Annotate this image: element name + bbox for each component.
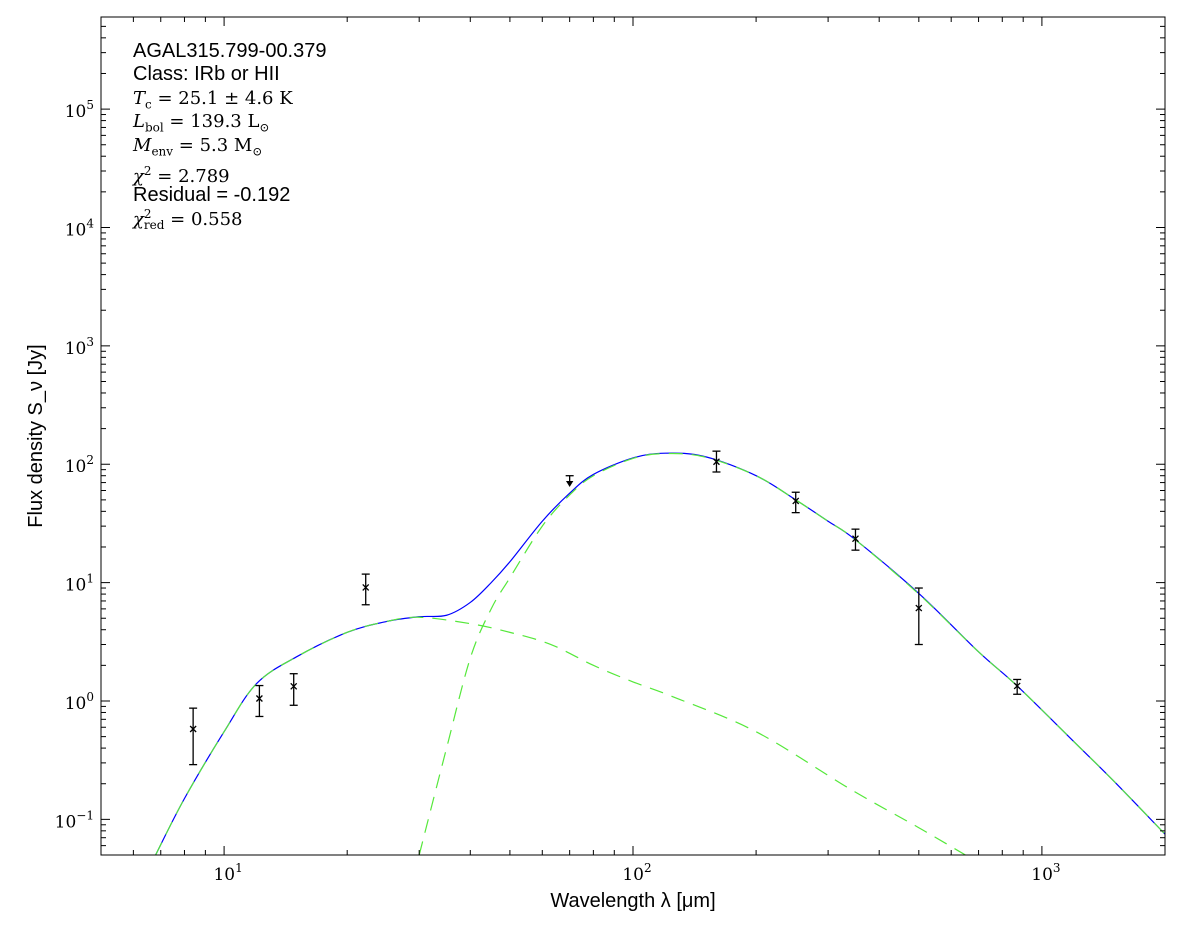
data-point-8 — [1013, 678, 1022, 695]
y-tick-label: 101 — [65, 572, 94, 596]
data-point-6 — [851, 528, 860, 551]
annotation-residual: Residual = -0.192 — [133, 184, 291, 206]
data-point-2 — [289, 673, 298, 706]
annotation-class: Class: IRb or HII — [133, 63, 280, 85]
x-tick-label: 101 — [213, 861, 242, 885]
x-marker — [713, 458, 720, 466]
y-tick-label: 105 — [65, 98, 94, 122]
x-marker — [792, 497, 800, 505]
upper-limit-0 — [565, 475, 574, 487]
y-tick-label: 104 — [65, 216, 95, 240]
data-point-4 — [712, 450, 721, 473]
annotation-chi2: χ2 = 2.789 — [133, 164, 230, 187]
ticks — [100, 16, 1166, 856]
data-point-1 — [255, 684, 264, 718]
annotation-chi2red: χ 2 red = 0.558 — [133, 207, 243, 232]
y-tick-label: 10−1 — [55, 808, 94, 832]
x-marker — [852, 535, 859, 543]
x-axis-label: Wavelength λ [μm] — [550, 890, 715, 912]
annotation-tc: Tc = 25.1 ± 4.6 K — [133, 88, 293, 112]
x-marker — [255, 695, 263, 702]
y-tick-label: 100 — [65, 690, 94, 714]
y-axis-label: Flux density S_ν [Jy] — [25, 344, 47, 527]
x-marker — [915, 604, 923, 612]
data-point-0 — [189, 707, 198, 766]
data-point-5 — [791, 491, 800, 514]
model-component-2 — [155, 616, 966, 855]
data-point-3 — [361, 573, 370, 606]
x-marker — [1013, 682, 1021, 690]
x-marker — [290, 682, 298, 690]
y-tick-label: 102 — [65, 453, 94, 477]
x-marker — [189, 725, 197, 733]
x-marker — [362, 584, 370, 591]
annotation-lbol: Lbol = 139.3 L⊙ — [133, 111, 270, 135]
annotation-menv: Menv = 5.3 M⊙ — [133, 135, 263, 159]
model-total-curve — [155, 452, 1165, 855]
arrow-head — [565, 481, 574, 487]
x-tick-label: 102 — [622, 861, 651, 885]
x-tick-label: 103 — [1031, 861, 1060, 885]
annotation-source: AGAL315.799-00.379 — [133, 40, 327, 62]
y-tick-label: 103 — [65, 335, 94, 359]
model-component-1 — [418, 452, 1165, 855]
data-point-7 — [914, 587, 923, 646]
